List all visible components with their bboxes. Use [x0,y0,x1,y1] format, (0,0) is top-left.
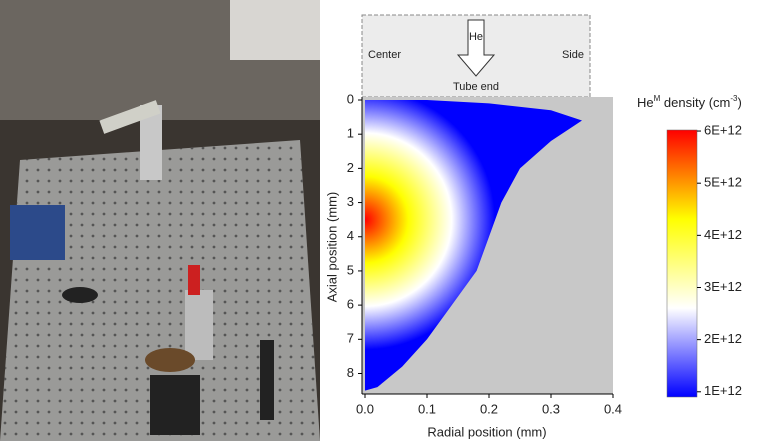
inset-label: He [469,31,483,43]
inset-label: Center [368,49,401,61]
inset-diagram: Center He Side Tube end [361,14,591,98]
y-tick-label: 6 [347,297,354,312]
x-tick-label: 0.3 [542,401,560,416]
y-axis-label: Axial position (mm) [324,192,339,303]
x-tick-label: 0.0 [356,401,374,416]
y-tick-label: 8 [347,365,354,380]
y-tick-label: 0 [347,91,354,106]
y-tick-label: 2 [347,160,354,175]
colorbar-title-part: He [637,95,654,110]
colorbar-title-part: ) [738,95,742,110]
density-region [365,100,582,391]
colorbar-tick-label: 6E+12 [704,122,742,137]
colorbar-title: HeM density (cm-3) [637,94,742,110]
colorbar-title-part: -3 [730,94,738,103]
colorbar-title-part: M [654,94,661,103]
colorbar-tick-label: 1E+12 [704,383,742,398]
y-tick-label: 7 [347,331,354,346]
y-tick-label: 3 [347,194,354,209]
colorbar-title-part: density (cm [660,95,730,110]
x-tick-label: 0.1 [418,401,436,416]
colorbar-tick-label: 4E+12 [704,227,742,242]
inset-label: Tube end [453,81,499,93]
colorbar [666,129,698,398]
colorbar-tick-label: 3E+12 [704,279,742,294]
y-tick-label: 5 [347,262,354,277]
x-tick-label: 0.2 [480,401,498,416]
inset-label: Side [562,49,584,61]
x-axis-label: Radial position (mm) [427,424,546,439]
x-tick-label: 0.4 [604,401,622,416]
y-tick-label: 4 [347,228,354,243]
photo [0,0,320,441]
colorbar-tick-label: 2E+12 [704,331,742,346]
colorbar-tick-label: 5E+12 [704,175,742,190]
y-tick-label: 1 [347,126,354,141]
